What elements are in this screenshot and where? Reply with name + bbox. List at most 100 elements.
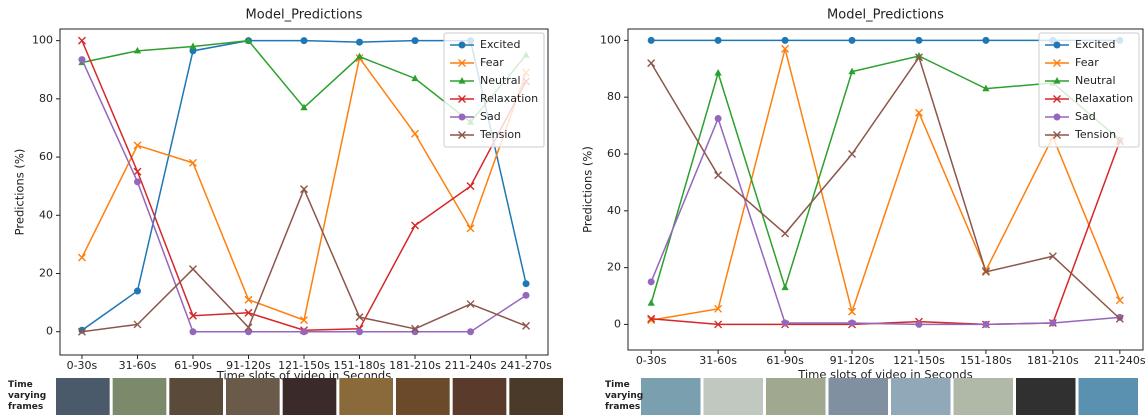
data-point (78, 56, 85, 63)
y-tick-label: 60 (607, 147, 621, 160)
data-point (915, 37, 922, 44)
data-point (78, 327, 85, 334)
video-frame (226, 378, 280, 415)
data-point (915, 321, 922, 328)
video-frame (891, 378, 951, 415)
y-tick-label: 20 (607, 261, 621, 274)
data-point (467, 328, 474, 335)
data-point (245, 296, 252, 303)
y-tick-label: 60 (39, 150, 53, 163)
x-tick-label: 91-120s (226, 359, 271, 372)
data-point (467, 225, 474, 232)
video-frame (1079, 378, 1139, 415)
y-tick-label: 100 (32, 34, 53, 47)
data-point (648, 60, 655, 67)
video-frame (641, 378, 701, 415)
x-tick-label: 211-240s (445, 359, 497, 372)
data-point (1116, 297, 1123, 304)
data-point (849, 150, 856, 157)
y-tick-label: 80 (39, 92, 53, 105)
video-frame (339, 378, 393, 415)
video-frame (113, 378, 167, 415)
legend-marker (459, 42, 466, 49)
data-point (356, 39, 363, 46)
data-point (648, 37, 655, 44)
legend-label: Excited (1075, 38, 1115, 51)
data-point (648, 299, 655, 306)
y-tick-label: 20 (39, 267, 53, 280)
video-frame (283, 378, 337, 415)
data-point (412, 222, 419, 229)
data-point (523, 322, 530, 329)
data-point (648, 278, 655, 285)
data-point (915, 109, 922, 116)
data-point (715, 37, 722, 44)
x-tick-label: 121-150s (893, 354, 945, 367)
chart-title: Model_Predictions (246, 8, 363, 23)
data-point (189, 328, 196, 335)
y-tick-label: 80 (607, 90, 621, 103)
legend-label: Neutral (480, 74, 521, 87)
x-tick-label: 31-60s (119, 359, 157, 372)
data-point (782, 230, 789, 237)
data-point (134, 287, 141, 294)
video-frame (396, 378, 450, 415)
data-point (781, 284, 788, 291)
x-tick-label: 121-150s (278, 359, 330, 372)
data-point (301, 37, 308, 44)
data-point (523, 292, 530, 299)
data-point (523, 280, 530, 287)
data-point (982, 321, 989, 328)
legend-label: Relaxation (480, 92, 538, 105)
data-point (715, 69, 722, 76)
legend-marker (1054, 42, 1061, 49)
x-tick-label: 0-30s (67, 359, 98, 372)
data-point (301, 328, 308, 335)
legend-label: Relaxation (1075, 92, 1133, 105)
x-tick-label: 61-90s (766, 354, 804, 367)
page: {"chart_data": [ {"type": "line", "title… (0, 0, 1146, 418)
data-point (78, 254, 85, 261)
video-frame (169, 378, 223, 415)
data-point (412, 130, 419, 137)
y-axis-label: Predictions (%) (581, 146, 595, 233)
data-point (467, 183, 474, 190)
x-tick-label: 31-60s (699, 354, 737, 367)
data-point (78, 37, 85, 44)
video-frame (56, 378, 110, 415)
video-frame (453, 378, 507, 415)
legend-label: Sad (480, 110, 501, 123)
legend-marker (459, 114, 466, 121)
legend-label: Tension (479, 128, 521, 141)
video-frame (704, 378, 764, 415)
x-tick-label: 91-120s (830, 354, 875, 367)
legend-label: Excited (480, 38, 520, 51)
y-tick-label: 40 (607, 204, 621, 217)
data-point (982, 37, 989, 44)
x-tick-label: 0-30s (636, 354, 667, 367)
y-axis-label: Predictions (%) (13, 149, 27, 236)
y-tick-label: 0 (46, 325, 53, 338)
legend-label: Sad (1075, 110, 1096, 123)
data-point (134, 168, 141, 175)
x-tick-label: 181-210s (389, 359, 441, 372)
y-tick-label: 40 (39, 208, 53, 221)
data-point (849, 320, 856, 327)
data-point (189, 266, 196, 273)
y-tick-label: 100 (600, 33, 621, 46)
frames-label: Time varying frames (605, 380, 645, 413)
legend-label: Neutral (1075, 74, 1116, 87)
data-point (715, 115, 722, 122)
data-point (412, 37, 419, 44)
legend-label: Fear (1075, 56, 1099, 69)
legend-label: Tension (1074, 128, 1116, 141)
data-point (849, 37, 856, 44)
data-point (134, 178, 141, 185)
video-frame (509, 378, 563, 415)
chart-title: Model_Predictions (827, 8, 944, 23)
data-point (715, 172, 722, 179)
frames-label: Time varying frames (8, 380, 48, 413)
legend-label: Fear (480, 56, 504, 69)
data-point (467, 301, 474, 308)
x-tick-label: 151-180s (960, 354, 1012, 367)
